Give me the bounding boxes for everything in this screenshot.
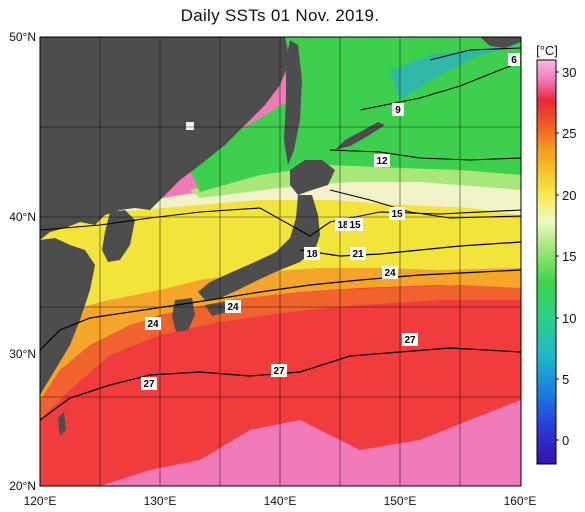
contour-label: 21	[350, 247, 366, 260]
svg-text:15: 15	[349, 220, 361, 231]
contour-label: 24	[225, 300, 241, 313]
contour-6	[429, 47, 521, 61]
land-taiwan	[58, 412, 66, 436]
colorbar: [°C] 30 25 20 15 10 5 0	[536, 43, 576, 465]
colorbar-tick: 0	[562, 433, 569, 448]
land-kyushu	[172, 298, 195, 332]
colorbar-tick: 30	[562, 65, 576, 80]
colorbar-tick: 15	[562, 249, 576, 264]
longitude-labels: 120°E 130°E 140°E 150°E 160°E	[24, 494, 537, 508]
colorbar-unit: [°C]	[536, 43, 558, 58]
contour-label: 27	[141, 377, 157, 390]
contour-24	[40, 269, 521, 351]
land-sakhalin	[284, 40, 302, 165]
colorbar-tick: 5	[562, 372, 569, 387]
contour-9	[359, 61, 521, 111]
colorbar-gradient	[536, 59, 557, 465]
svg-text:24: 24	[147, 319, 159, 330]
svg-text:18: 18	[306, 249, 318, 260]
svg-text:27: 27	[273, 366, 285, 377]
contour-labels: 6 9 12 15 18 15 18 21 24 24 24 27 27 27	[141, 53, 520, 390]
land-kamchatka	[480, 37, 521, 48]
svg-text:27: 27	[143, 379, 155, 390]
colorbar-tick: 20	[562, 188, 576, 203]
lon-label: 140°E	[264, 494, 297, 508]
svg-text:21: 21	[352, 249, 364, 260]
land-hokkaido	[290, 160, 335, 195]
svg-text:9: 9	[395, 105, 401, 116]
latitude-labels: 50°N 40°N 30°N 20°N	[9, 30, 36, 493]
contour-label: 24	[145, 317, 161, 330]
colorbar-tick: 10	[562, 311, 576, 326]
map-frame	[39, 36, 522, 487]
contour-label: 15	[389, 207, 405, 220]
contour-18	[40, 207, 521, 237]
lat-label: 30°N	[9, 347, 36, 361]
contour-label: 18	[304, 247, 320, 260]
colorbar-tick: 25	[562, 126, 576, 141]
contour-label: 24	[382, 266, 398, 279]
grid-lines	[40, 37, 521, 486]
land-honshu	[198, 195, 320, 300]
sst-map	[40, 37, 521, 486]
lat-label: 40°N	[9, 210, 36, 224]
svg-text:6: 6	[511, 55, 517, 66]
land-korea	[102, 210, 135, 262]
contour-label: 27	[402, 333, 418, 346]
svg-text:12: 12	[376, 156, 388, 167]
land-asia	[40, 37, 290, 240]
contour-label: 9	[392, 103, 404, 116]
contour-15	[329, 189, 521, 219]
contour-label: 27	[271, 364, 287, 377]
lon-label: 160°E	[504, 494, 537, 508]
contour-label: 15	[347, 218, 363, 231]
lon-label: 150°E	[384, 494, 417, 508]
lon-label: 130°E	[144, 494, 177, 508]
contour-27	[40, 347, 521, 421]
lat-label: 20°N	[9, 479, 36, 493]
contour-label: 6	[508, 53, 520, 66]
land-island	[186, 122, 194, 130]
ocean-green	[190, 40, 521, 192]
lat-label: 50°N	[9, 30, 36, 44]
land-china-coast	[40, 238, 95, 395]
lon-label: 120°E	[24, 494, 57, 508]
ocean-pale	[40, 178, 521, 230]
svg-text:24: 24	[384, 268, 396, 279]
svg-text:15: 15	[391, 209, 403, 220]
svg-text:24: 24	[227, 302, 239, 313]
land-kuril	[335, 122, 385, 150]
svg-text:27: 27	[404, 335, 416, 346]
contour-label: 12	[374, 154, 390, 167]
contour-12	[329, 149, 521, 161]
svg-text:18: 18	[337, 220, 349, 231]
map-title: Daily SSTs 01 Nov. 2019.	[180, 6, 380, 25]
land-shikoku	[205, 302, 228, 316]
